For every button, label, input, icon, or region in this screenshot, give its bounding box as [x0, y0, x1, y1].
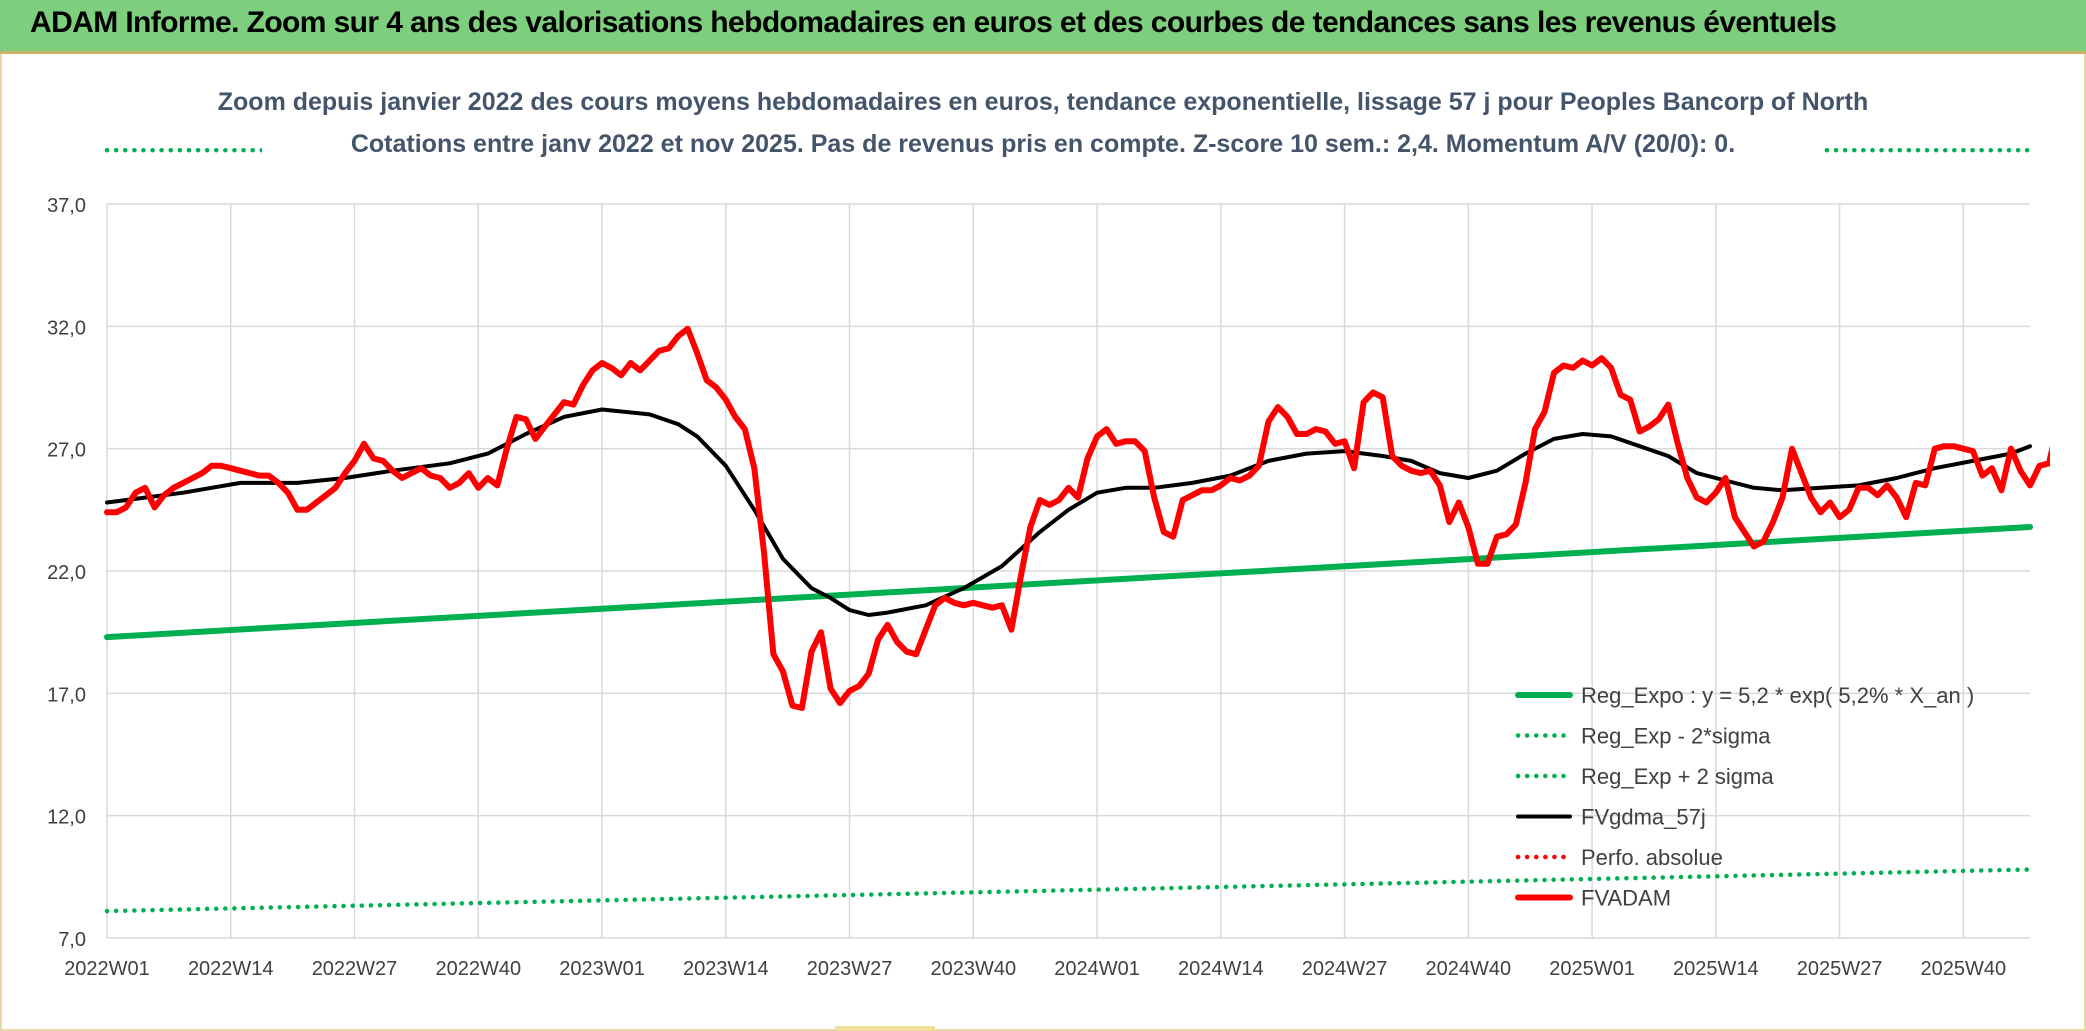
x-tick-label: 2025W27: [1797, 958, 1883, 980]
chart-legend: Reg_Expo : y = 5,2 * exp( 5,2% * X_an ) R…: [1515, 683, 1974, 911]
report-title: ADAM Informe. Zoom sur 4 ans des valoris…: [30, 6, 1837, 39]
legend-label: Reg_Expo : y = 5,2 * exp( 5,2% * X_an ): [1581, 683, 1974, 708]
x-tick-label: 2022W14: [188, 958, 274, 980]
fvadam-line: [104, 325, 2050, 711]
chart-title: Zoom depuis janvier 2022 des cours moyen…: [218, 88, 1868, 158]
y-tick-label: 37,0: [47, 195, 86, 217]
chart: 7,0 12,0 17,0 22,0 27,0 32,0 37,0 2022W01 2022W1…: [47, 88, 2050, 980]
legend-label: Reg_Exp + 2 sigma: [1581, 764, 1774, 789]
x-tick-label: 2023W01: [559, 958, 645, 980]
x-tick-label: 2024W01: [1054, 958, 1140, 980]
x-tick-label: 2024W14: [1178, 958, 1264, 980]
title-backdrop: [262, 120, 1822, 164]
y-tick-label: 12,0: [47, 807, 86, 829]
chart-axes: 7,0 12,0 17,0 22,0 27,0 32,0 37,0 2022W01 2022W1…: [47, 195, 2006, 980]
chart-series: [104, 120, 2050, 914]
x-tick-label: 2023W14: [683, 958, 769, 980]
chart-title-line2: Cotations entre janv 2022 et nov 2025. P…: [351, 130, 1735, 158]
x-tick-label: 2022W40: [435, 958, 521, 980]
x-tick-label: 2025W40: [1921, 958, 2007, 980]
x-tick-label: 2024W27: [1302, 958, 1388, 980]
x-tick-label: 2022W27: [312, 958, 398, 980]
fvgdma-57j-line: [105, 407, 2032, 617]
chart-grid: [106, 203, 2030, 939]
chart-title-line1: Zoom depuis janvier 2022 des cours moyen…: [218, 88, 1868, 116]
x-tick-label: 2022W01: [64, 958, 150, 980]
legend-label: Reg_Exp - 2*sigma: [1581, 724, 1771, 749]
y-tick-label: 7,0: [58, 929, 86, 951]
reg-expo-line: [104, 524, 2033, 641]
legend-label: FVgdma_57j: [1581, 805, 1706, 830]
legend-label: FVADAM: [1581, 886, 1671, 911]
x-tick-label: 2025W01: [1549, 958, 1635, 980]
x-tick-label: 2025W14: [1673, 958, 1759, 980]
x-tick-label: 2024W40: [1426, 958, 1512, 980]
y-tick-label: 17,0: [47, 684, 86, 706]
x-tick-label: 2023W27: [807, 958, 893, 980]
y-tick-label: 22,0: [47, 562, 86, 584]
reg-exp-minus-2sigma-line: [104, 867, 2033, 914]
x-tick-label: 2023W40: [930, 958, 1016, 980]
y-tick-label: 27,0: [47, 440, 86, 462]
y-tick-label: 32,0: [47, 317, 86, 339]
legend-label: Perfo. absolue: [1581, 845, 1723, 870]
bottom-mark: [835, 1026, 935, 1031]
report-banner: ADAM Informe. Zoom sur 4 ans des valoris…: [0, 0, 2086, 54]
